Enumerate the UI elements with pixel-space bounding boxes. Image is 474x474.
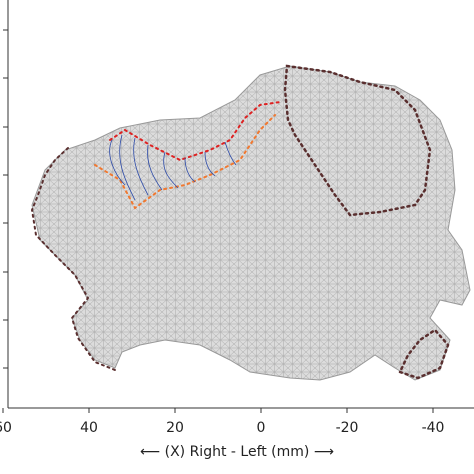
atrium-mesh xyxy=(31,65,471,381)
boundary-dots xyxy=(30,147,116,371)
x-tick-label: 0 xyxy=(257,420,266,436)
x-tick-label: 20 xyxy=(166,420,184,436)
fibers xyxy=(109,134,237,201)
x-tick-label: 60 xyxy=(0,420,12,436)
red-line xyxy=(109,101,281,162)
x-tick-label: 40 xyxy=(80,420,98,436)
x-tick-label: -40 xyxy=(422,420,445,436)
ring-dots xyxy=(398,328,450,380)
region-dots xyxy=(283,64,432,217)
y-ticks xyxy=(3,29,8,369)
x-axis-label: ⟵ (X) Right - Left (mm) ⟶ xyxy=(140,444,334,460)
plot-area xyxy=(3,0,474,409)
x-tick-label: -20 xyxy=(336,420,359,436)
